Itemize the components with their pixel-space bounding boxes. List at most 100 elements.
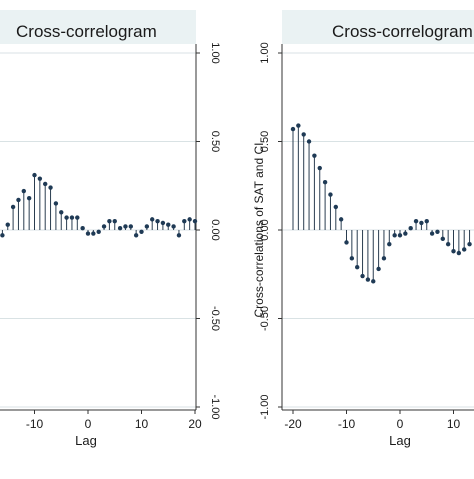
right-stems xyxy=(290,123,472,284)
right-stem-marker xyxy=(371,279,376,284)
right-stem-marker xyxy=(419,220,424,226)
right-y-tick-label: -0.50 xyxy=(259,306,271,331)
right-stem-marker xyxy=(397,233,403,238)
right-stem-marker xyxy=(360,273,365,279)
left-stem-marker xyxy=(101,224,107,229)
left-stem-marker xyxy=(128,224,133,229)
right-x-tick-label: -20 xyxy=(284,417,302,431)
right-stem-marker xyxy=(440,236,445,242)
right-y-tick-label: 1.00 xyxy=(259,42,271,63)
right-x-tick-label: 10 xyxy=(447,417,461,431)
left-stem-marker xyxy=(160,220,166,226)
right-stem-marker xyxy=(306,139,312,144)
left-stem-marker xyxy=(37,176,43,181)
left-y-tick-label: 0.00 xyxy=(209,219,221,240)
left-stem-marker xyxy=(80,226,85,231)
left-stem-marker xyxy=(133,233,139,238)
left-stem-marker xyxy=(69,215,75,220)
right-stem-marker xyxy=(301,132,306,137)
left-y-tick-label: 1.00 xyxy=(209,42,221,63)
left-x-tick-label: 20 xyxy=(188,417,202,431)
right-stem-marker xyxy=(413,218,419,224)
left-stem-marker xyxy=(26,195,32,201)
right-stem-marker xyxy=(333,204,338,210)
right-panel: Cross-correlogram 1.00 0.50 0.00 -0.50 -1.00… xyxy=(252,10,474,448)
left-stem-marker xyxy=(5,222,10,227)
right-x-tick-label: 0 xyxy=(397,417,404,431)
right-stem-marker xyxy=(403,231,408,236)
left-stem-marker xyxy=(0,233,5,238)
left-x-tick-label: 0 xyxy=(85,417,92,431)
left-stem-marker xyxy=(64,215,69,220)
left-stem-marker xyxy=(150,217,155,222)
left-y-tick-labels: 1.00 0.50 0.00 -0.50 -1.00 xyxy=(209,42,221,419)
left-title-bar xyxy=(0,10,196,44)
left-x-tick-label: -10 xyxy=(26,417,44,431)
right-stem-marker xyxy=(322,180,328,185)
right-stem-marker xyxy=(355,264,360,270)
left-y-tick-label: 0.50 xyxy=(209,131,221,152)
right-stem-marker xyxy=(462,247,467,252)
right-stem-marker xyxy=(424,218,429,224)
right-stem-marker xyxy=(338,217,344,222)
right-stem-marker xyxy=(408,226,413,231)
right-y-tick-labels: 1.00 0.50 0.00 -0.50 -1.00 xyxy=(259,42,271,419)
right-x-tick-label: -10 xyxy=(338,417,356,431)
left-stem-marker xyxy=(59,210,64,215)
right-stem-marker xyxy=(365,277,371,282)
right-y-tick-label: -1.00 xyxy=(259,394,271,419)
left-stem-marker xyxy=(21,188,26,194)
right-gridlines xyxy=(278,52,474,408)
right-chart-title: Cross-correlogram xyxy=(332,22,473,41)
left-stem-marker xyxy=(171,224,176,229)
right-y-tick-label: 0.00 xyxy=(259,219,271,240)
right-stem-marker xyxy=(349,256,355,261)
left-stem-marker xyxy=(123,224,128,229)
left-x-tick-labels: -10 0 10 20 xyxy=(26,410,202,431)
left-stems xyxy=(0,172,198,238)
left-chart-title: Cross-correlogram xyxy=(16,22,157,41)
left-stem-marker xyxy=(166,222,171,227)
left-stem-marker xyxy=(43,181,48,187)
right-plot-area xyxy=(282,44,474,410)
right-stem-marker xyxy=(435,229,440,234)
left-stem-marker xyxy=(187,217,192,222)
left-y-tick-label: -1.00 xyxy=(209,394,221,419)
left-x-axis-label: Lag xyxy=(75,433,97,448)
right-stem-marker xyxy=(328,192,333,197)
right-x-axis-label: Lag xyxy=(389,433,411,448)
right-stem-marker xyxy=(376,266,381,272)
left-x-tick-label: 10 xyxy=(135,417,149,431)
right-title-bar xyxy=(282,10,474,44)
left-gridlines xyxy=(0,52,200,408)
left-stem-marker xyxy=(48,185,53,190)
left-stem-marker xyxy=(53,201,59,206)
left-stem-marker xyxy=(107,218,112,224)
left-stem-marker xyxy=(182,218,187,224)
right-stem-marker xyxy=(445,241,451,247)
left-stem-marker xyxy=(139,229,144,234)
right-stem-marker xyxy=(456,250,462,256)
right-x-tick-labels: -20 -10 0 10 xyxy=(284,410,460,431)
right-stem-marker xyxy=(344,240,349,245)
left-stem-marker xyxy=(91,231,96,236)
right-stem-marker xyxy=(387,241,392,247)
right-stem-marker xyxy=(392,233,397,238)
right-stem-marker xyxy=(317,165,322,171)
right-stem-marker xyxy=(429,231,435,236)
right-y-tick-label: 0.50 xyxy=(259,131,271,152)
left-stem-marker xyxy=(96,229,101,234)
left-stem-marker xyxy=(117,226,123,231)
left-stem-marker xyxy=(10,204,16,210)
right-stem-marker xyxy=(381,256,387,261)
left-stem-marker xyxy=(112,218,117,224)
left-stem-marker xyxy=(192,218,198,224)
left-stem-marker xyxy=(32,172,37,178)
left-stem-marker xyxy=(85,231,91,236)
right-stem-marker xyxy=(296,123,301,128)
right-stem-marker xyxy=(467,241,472,247)
left-stem-marker xyxy=(16,197,21,203)
right-stem-marker xyxy=(451,249,456,254)
